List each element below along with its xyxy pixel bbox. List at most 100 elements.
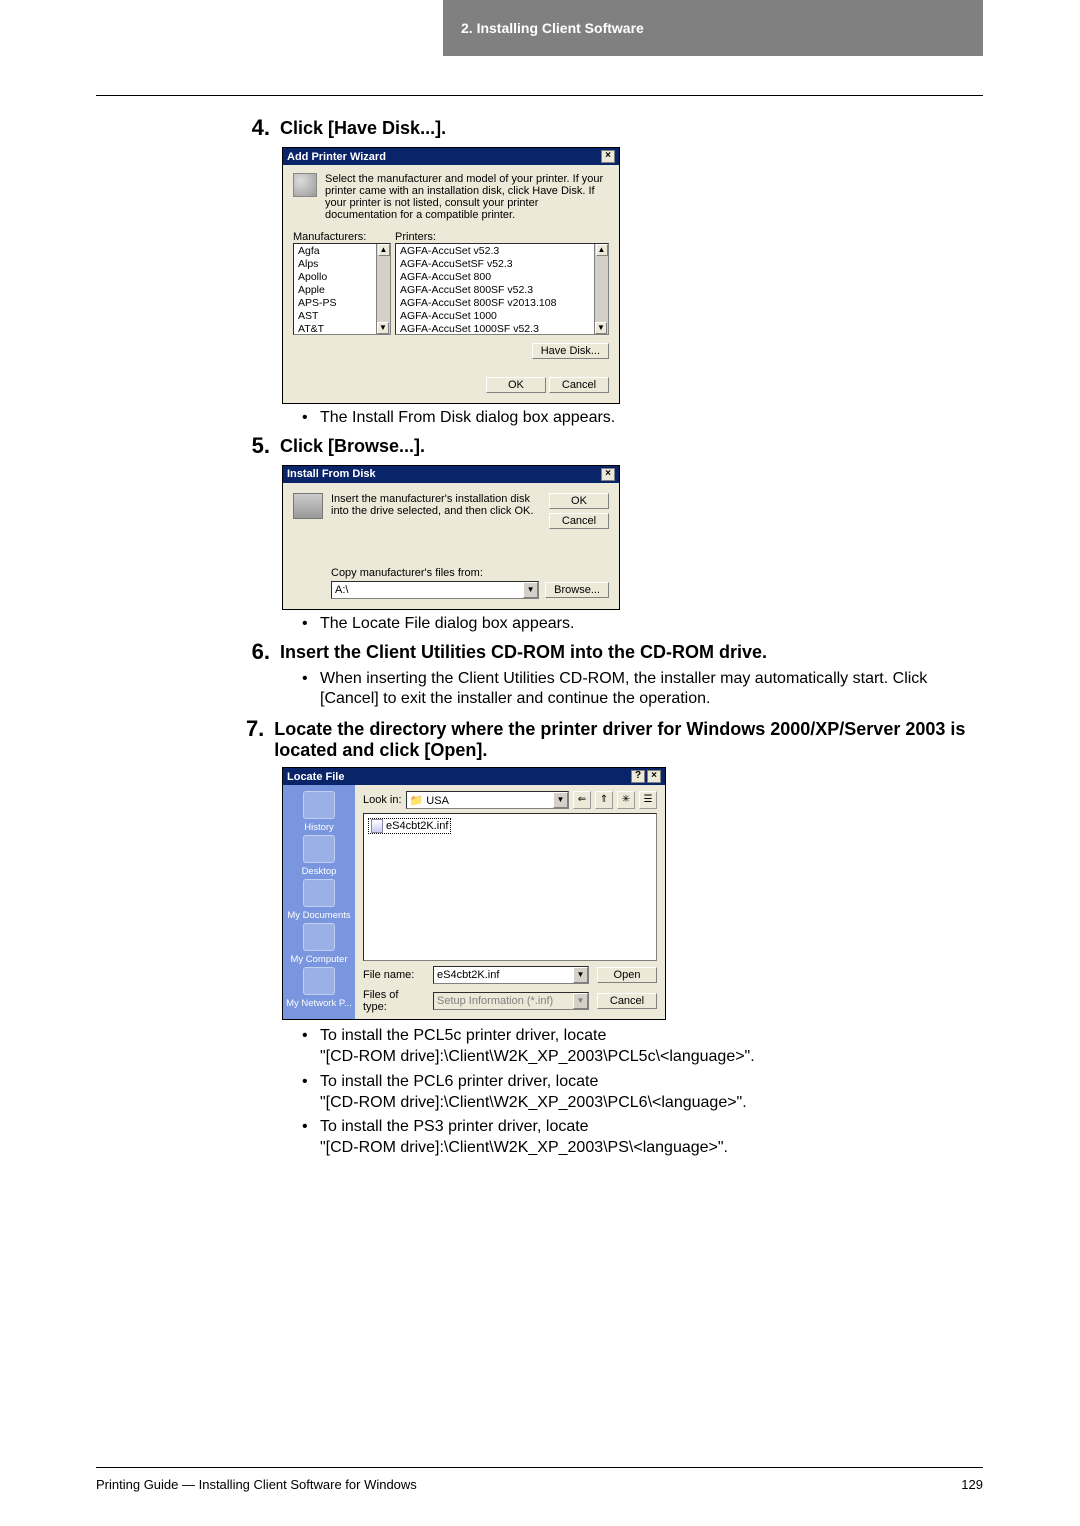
my-network-icon[interactable]	[303, 967, 335, 995]
scroll-up-icon[interactable]: ▲	[378, 244, 390, 256]
bullet-dot: •	[302, 408, 320, 429]
side-label[interactable]: History	[304, 822, 334, 833]
scroll-down-icon[interactable]: ▼	[595, 322, 607, 334]
list-item[interactable]: AGFA-AccuSet 800SF v2013.108	[398, 297, 606, 310]
dlg1-titlebar: Add Printer Wizard ×	[283, 148, 619, 165]
open-button[interactable]: Open	[597, 967, 657, 983]
driver-path-list: • To install the PCL5c printer driver, l…	[284, 1026, 984, 1159]
side-label[interactable]: Desktop	[302, 866, 337, 877]
step-4: 4. Click [Have Disk...].	[244, 115, 984, 141]
dlg1-prn-label: Printers:	[395, 231, 609, 243]
driver-bullet-ps3: • To install the PS3 printer driver, loc…	[302, 1117, 984, 1159]
driver-path: "[CD-ROM drive]:\Client\W2K_XP_2003\PCL5…	[320, 1048, 755, 1065]
bullet-dot: •	[302, 669, 320, 690]
my-documents-icon[interactable]	[303, 879, 335, 907]
files-of-type-label: Files of type:	[363, 989, 425, 1013]
install-from-disk-dialog: Install From Disk × Insert the manufactu…	[282, 465, 620, 610]
scrollbar[interactable]: ▲ ▼	[376, 244, 390, 334]
list-item[interactable]: AGFA-AccuSet 1000	[398, 310, 606, 323]
ok-button[interactable]: OK	[486, 377, 546, 393]
driver-text: To install the PCL5c printer driver, loc…	[320, 1027, 606, 1044]
look-in-select[interactable]: 📁 USA ▼	[406, 791, 569, 809]
cancel-button[interactable]: Cancel	[549, 377, 609, 393]
step-6-num: 6.	[244, 639, 280, 665]
close-icon[interactable]: ×	[601, 468, 615, 481]
manufacturers-listbox[interactable]: Agfa Alps Apollo Apple APS-PS AST AT&T ▲…	[293, 243, 391, 335]
scroll-down-icon[interactable]: ▼	[377, 322, 389, 334]
chevron-down-icon[interactable]: ▼	[553, 792, 568, 808]
driver-text: To install the PCL6 printer driver, loca…	[320, 1073, 598, 1090]
close-icon[interactable]: ×	[601, 150, 615, 163]
list-item[interactable]: Agfa	[296, 245, 388, 258]
driver-text: To install the PS3 printer driver, locat…	[320, 1118, 589, 1135]
list-item[interactable]: Apollo	[296, 271, 388, 284]
views-icon[interactable]: ☰	[639, 791, 657, 809]
side-label[interactable]: My Network P...	[286, 998, 352, 1009]
printers-listbox[interactable]: AGFA-AccuSet v52.3 AGFA-AccuSetSF v52.3 …	[395, 243, 609, 335]
inf-file-icon	[371, 819, 383, 833]
list-item[interactable]: Alps	[296, 258, 388, 271]
ok-button[interactable]: OK	[549, 493, 609, 509]
bullet-dot: •	[302, 614, 320, 635]
step-5-title: Click [Browse...].	[280, 433, 425, 457]
step-4-title: Click [Have Disk...].	[280, 115, 446, 139]
list-item[interactable]: AT&T	[296, 323, 388, 335]
list-item[interactable]: AGFA-AccuSet v52.3	[398, 245, 606, 258]
bullet-dot: •	[302, 1117, 320, 1138]
have-disk-button[interactable]: Have Disk...	[532, 343, 609, 359]
chevron-down-icon[interactable]: ▼	[573, 967, 588, 983]
new-folder-icon[interactable]: ✳	[617, 791, 635, 809]
driver-bullet-pcl6: • To install the PCL6 printer driver, lo…	[302, 1072, 984, 1114]
desktop-icon[interactable]	[303, 835, 335, 863]
step-6-note: • When inserting the Client Utilities CD…	[302, 669, 984, 711]
chevron-down-icon[interactable]: ▼	[523, 582, 538, 598]
list-item[interactable]: Apple	[296, 284, 388, 297]
cancel-button[interactable]: Cancel	[597, 993, 657, 1009]
file-name-input[interactable]: eS4cbt2K.inf ▼	[433, 966, 589, 984]
path-value: A:\	[335, 584, 348, 596]
side-label[interactable]: My Computer	[290, 954, 347, 965]
step-5: 5. Click [Browse...].	[244, 433, 984, 459]
list-item[interactable]: AGFA-AccuSet 800SF v52.3	[398, 284, 606, 297]
files-of-type-value: Setup Information (*.inf)	[437, 995, 553, 1007]
step-4-num: 4.	[244, 115, 280, 141]
locate-file-dialog: Locate File ? × History Desktop My Docum…	[282, 767, 666, 1020]
file-name-value: eS4cbt2K.inf	[437, 969, 499, 981]
step-6-title: Insert the Client Utilities CD-ROM into …	[280, 639, 767, 663]
dlg2-desc: Insert the manufacturer's installation d…	[331, 493, 541, 529]
bottom-rule	[96, 1467, 983, 1468]
dlg2-title: Install From Disk	[287, 468, 376, 480]
browse-button[interactable]: Browse...	[545, 582, 609, 598]
close-icon[interactable]: ×	[647, 770, 661, 783]
step-6: 6. Insert the Client Utilities CD-ROM in…	[244, 639, 984, 665]
file-name-label: File name:	[363, 969, 425, 981]
list-item[interactable]: AST	[296, 310, 388, 323]
path-select[interactable]: A:\ ▼	[331, 581, 539, 599]
dlg1-desc: Select the manufacturer and model of you…	[325, 173, 609, 221]
step-7-title: Locate the directory where the printer d…	[274, 716, 984, 761]
list-item[interactable]: AGFA-AccuSetSF v52.3	[398, 258, 606, 271]
cancel-button[interactable]: Cancel	[549, 513, 609, 529]
file-item[interactable]: eS4cbt2K.inf	[368, 818, 451, 834]
list-item[interactable]: APS-PS	[296, 297, 388, 310]
up-folder-icon[interactable]: ⇑	[595, 791, 613, 809]
disk-icon	[293, 493, 323, 519]
back-icon[interactable]: ⇐	[573, 791, 591, 809]
page-footer: Printing Guide — Installing Client Softw…	[96, 1477, 983, 1492]
driver-path: "[CD-ROM drive]:\Client\W2K_XP_2003\PS\<…	[320, 1139, 728, 1156]
file-list-area[interactable]: eS4cbt2K.inf	[363, 813, 657, 961]
scroll-up-icon[interactable]: ▲	[596, 244, 608, 256]
my-computer-icon[interactable]	[303, 923, 335, 951]
files-of-type-select: Setup Information (*.inf) ▼	[433, 992, 589, 1010]
doc-header-title: 2. Installing Client Software	[461, 20, 644, 36]
bullet-dot: •	[302, 1026, 320, 1047]
side-label[interactable]: My Documents	[287, 910, 350, 921]
scrollbar[interactable]: ▲ ▼	[594, 244, 608, 334]
list-item[interactable]: AGFA-AccuSet 800	[398, 271, 606, 284]
dlg1-mfr-label: Manufacturers:	[293, 231, 391, 243]
help-icon[interactable]: ?	[631, 770, 645, 783]
list-item[interactable]: AGFA-AccuSet 1000SF v52.3	[398, 323, 606, 335]
history-icon[interactable]	[303, 791, 335, 819]
add-printer-wizard-dialog: Add Printer Wizard × Select the manufact…	[282, 147, 620, 404]
step-5-num: 5.	[244, 433, 280, 459]
